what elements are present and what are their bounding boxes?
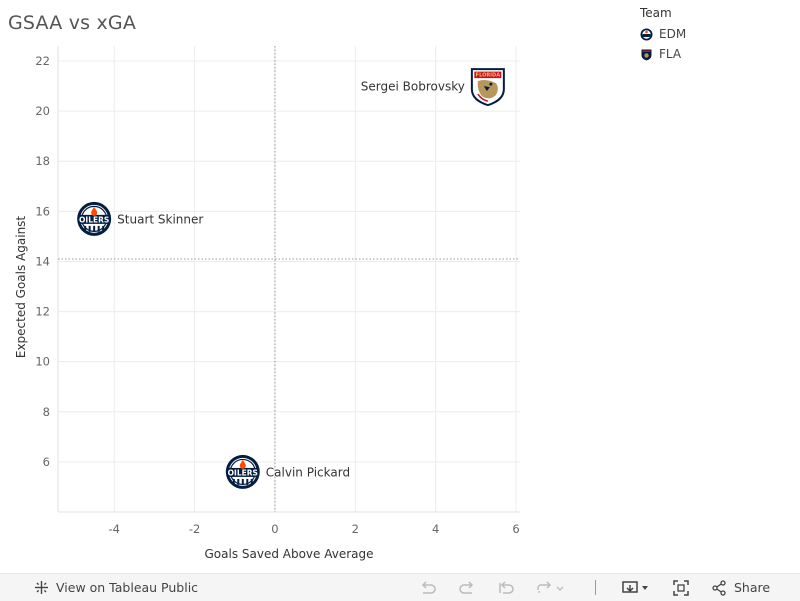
legend-item-label: FLA	[659, 47, 682, 61]
legend-item-fla[interactable]: FLA	[640, 44, 686, 64]
legend-item-edm[interactable]: EDM	[640, 24, 686, 44]
panthers-logo-accent	[477, 93, 489, 102]
chart-title: GSAA vs xGA	[8, 12, 137, 34]
share-label: Share	[734, 580, 771, 595]
view-on-tableau-button[interactable]: View on Tableau Public	[34, 574, 198, 601]
share-icon	[712, 579, 726, 596]
legend-item-label: EDM	[659, 27, 687, 41]
share-button[interactable]: Share	[711, 574, 770, 601]
scatter-chart: -4 -2 0 2 4 6 6 8 10 12 14 16 18 20 22 Goals Saved Abov…	[14, 46, 520, 561]
x-tick-label: 6	[512, 522, 519, 536]
download-button[interactable]	[621, 574, 651, 601]
point-label: Calvin Pickard	[266, 465, 350, 479]
y-tick-label: 6	[43, 455, 50, 469]
y-axis-label: Expected Goals Against	[14, 216, 28, 359]
undo-icon	[421, 580, 436, 594]
x-tick-label: 4	[432, 522, 439, 536]
oilers-logo-icon	[640, 28, 653, 40]
oilers-logo-wordmark: OILERS	[79, 215, 109, 224]
y-tick-label: 8	[43, 405, 50, 419]
oilers-logo-drop	[239, 459, 246, 469]
panthers-logo-eye	[489, 82, 493, 86]
y-tick-label: 18	[35, 154, 50, 168]
refresh-button[interactable]	[535, 574, 565, 601]
x-axis-label: Goals Saved Above Average	[204, 547, 373, 561]
y-tick-label: 14	[35, 254, 50, 268]
fullscreen-icon	[673, 579, 689, 596]
panthers-logo-wordmark: FLORIDA	[476, 72, 501, 78]
oilers-logo-drop	[91, 206, 98, 216]
x-tick-label: -2	[189, 522, 200, 536]
toolbar-divider	[595, 580, 596, 595]
oilers-logo-wordmark: OILERS	[228, 468, 258, 477]
redo-button[interactable]	[458, 574, 476, 601]
y-tick-label: 20	[35, 104, 50, 118]
point-label: Stuart Skinner	[117, 212, 203, 226]
point-label: Sergei Bobrovsky	[361, 80, 465, 94]
y-tick-label: 12	[35, 305, 50, 319]
oilers-logo-band	[79, 214, 110, 224]
y-tick-label: 22	[35, 54, 50, 68]
scatter-point[interactable]: OILERS	[225, 454, 260, 489]
fullscreen-button[interactable]	[672, 574, 690, 601]
undo-button[interactable]	[419, 574, 437, 601]
legend-title: Team	[640, 6, 672, 20]
scatter-point[interactable]: FLORIDA	[470, 68, 505, 107]
tableau-logo-icon	[35, 581, 48, 594]
tableau-toolbar: View on Tableau Public	[0, 573, 800, 601]
refresh-icon	[537, 580, 564, 593]
panthers-logo-mouth	[483, 86, 490, 92]
scatter-point[interactable]: OILERS	[77, 201, 112, 236]
x-tick-label: 0	[271, 522, 278, 536]
revert-icon	[499, 580, 514, 594]
download-icon	[622, 580, 648, 593]
revert-button[interactable]	[497, 574, 515, 601]
x-tick-label: 2	[352, 522, 359, 536]
redo-icon	[459, 580, 474, 594]
panthers-logo-banner	[474, 71, 502, 79]
y-tick-label: 10	[35, 355, 50, 369]
panthers-logo-icon	[641, 49, 652, 60]
view-on-tableau-label: View on Tableau Public	[56, 580, 199, 595]
x-tick-label: -4	[109, 522, 120, 536]
y-tick-label: 16	[35, 204, 50, 218]
oilers-logo-band	[227, 467, 258, 477]
legend: Team EDM FLA	[640, 6, 686, 64]
